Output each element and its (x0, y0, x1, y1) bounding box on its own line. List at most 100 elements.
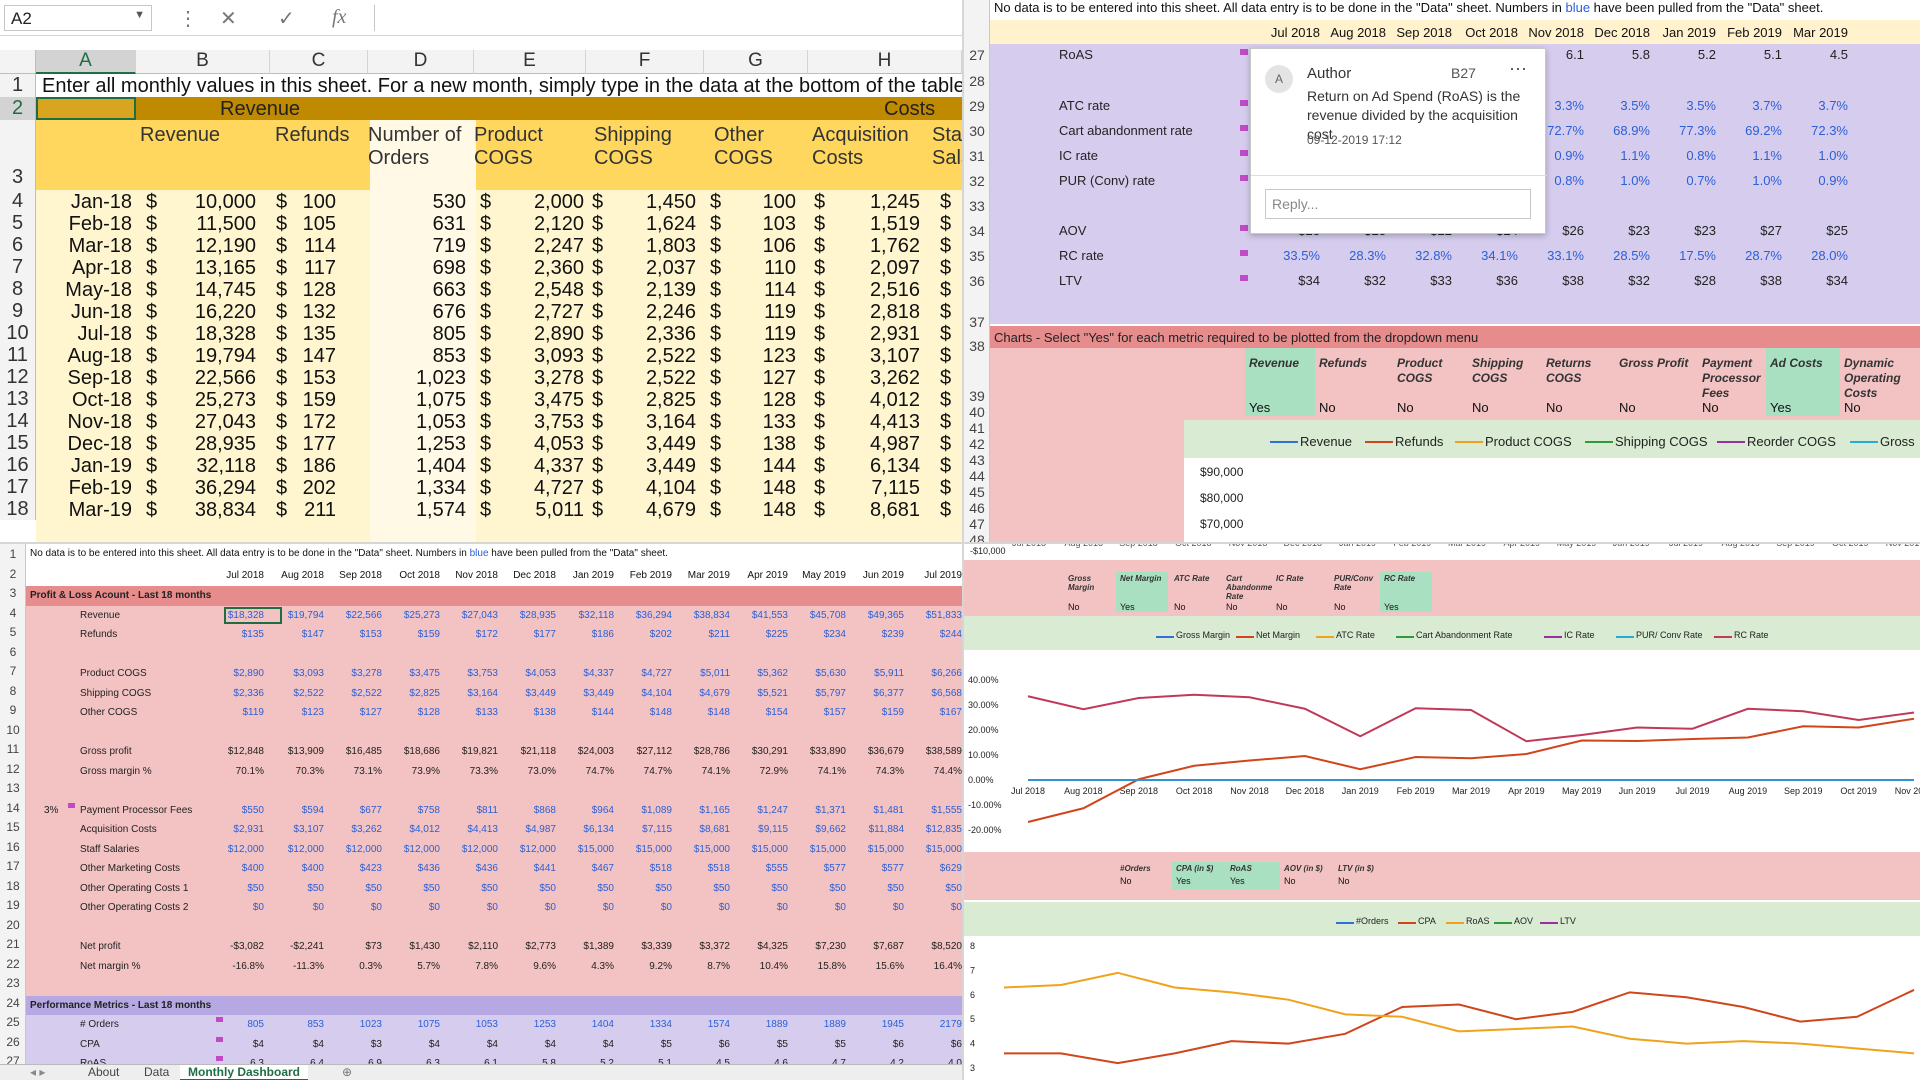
row-header-10[interactable]: 10 (0, 322, 36, 344)
cell-ord[interactable]: 631 (432, 213, 466, 235)
pct-input[interactable]: 3% (44, 804, 59, 816)
row-header-2[interactable]: 2 (9, 566, 17, 581)
row-header-17[interactable]: 17 (6, 859, 20, 873)
cell-oc[interactable]: 148 (762, 477, 796, 499)
cell-ac[interactable]: 4,987 (869, 433, 920, 455)
cell-ord[interactable]: 805 (432, 323, 466, 345)
cell-pc[interactable]: 3,475 (533, 389, 584, 411)
comment-marker-icon[interactable] (216, 1017, 223, 1022)
cell-ord[interactable]: 1,574 (415, 499, 466, 521)
row-header-46[interactable]: 46 (969, 500, 985, 516)
row-header-14[interactable]: 14 (0, 410, 36, 432)
selector-dropdown[interactable]: No (1068, 602, 1080, 612)
cell-ref[interactable]: 128 (302, 279, 336, 301)
function-icon[interactable]: fx (332, 6, 347, 28)
row-header-30[interactable]: 30 (969, 123, 985, 139)
row-header-35[interactable]: 35 (969, 248, 985, 264)
row-header-13[interactable]: 13 (6, 781, 20, 795)
row-header-48[interactable]: 48 (969, 532, 985, 542)
cell-rev[interactable]: 11,500 (196, 213, 256, 235)
selector-dropdown[interactable]: Yes (1384, 602, 1399, 612)
cell-sc[interactable]: 1,450 (645, 191, 696, 213)
cell-pc[interactable]: 2,120 (533, 213, 584, 235)
cell-sc[interactable]: 3,449 (645, 455, 696, 477)
cell-sc[interactable]: 3,449 (645, 433, 696, 455)
cell-rev[interactable]: 16,220 (194, 301, 256, 323)
col-header-g[interactable]: G (704, 50, 808, 74)
cell-rev[interactable]: 36,294 (194, 477, 256, 499)
selector-dropdown[interactable]: No (1472, 400, 1489, 415)
row-header-43[interactable]: 43 (969, 452, 985, 468)
chevron-down-icon[interactable]: ▼ (134, 9, 145, 21)
selector-dropdown[interactable]: No (1276, 602, 1288, 612)
comment-marker-icon[interactable] (1240, 275, 1248, 281)
row-header-26[interactable]: 26 (6, 1034, 20, 1049)
cell-oc[interactable]: 119 (764, 323, 796, 345)
row-header-31[interactable]: 31 (969, 148, 985, 164)
row-header-15[interactable]: 15 (0, 432, 36, 454)
cell-sc[interactable]: 4,679 (645, 499, 696, 521)
cell-sc[interactable]: 3,164 (645, 411, 696, 433)
cell-oc[interactable]: 127 (762, 367, 796, 389)
row-header-17[interactable]: 17 (0, 476, 36, 498)
cell-ac[interactable]: 2,931 (869, 323, 920, 345)
cell-pc[interactable]: 3,093 (533, 345, 584, 367)
row-header-4[interactable]: 4 (0, 190, 36, 212)
comment-marker-icon[interactable] (1240, 225, 1248, 231)
cell-pc[interactable]: 5,011 (535, 499, 584, 521)
cell-ac[interactable]: 6,134 (869, 455, 920, 477)
cell-sc[interactable]: 4,104 (645, 477, 696, 499)
cell-pc[interactable]: 4,053 (533, 433, 584, 455)
cell-ref[interactable]: 135 (302, 323, 336, 345)
cell-ord[interactable]: 1,023 (415, 367, 466, 389)
cell-ref[interactable]: 211 (304, 499, 336, 521)
cell-rev[interactable]: 28,935 (194, 433, 256, 455)
cell-oc[interactable]: 106 (762, 235, 796, 257)
cell-ord[interactable]: 530 (432, 191, 466, 213)
row-header-37[interactable]: 37 (969, 314, 985, 330)
cell-pc[interactable]: 4,337 (533, 455, 584, 477)
selected-cell[interactable] (224, 606, 282, 624)
cell-ord[interactable]: 1,075 (415, 389, 466, 411)
cell-sc[interactable]: 1,624 (645, 213, 696, 235)
row-header-15[interactable]: 15 (6, 820, 20, 834)
row-header-27[interactable]: 27 (969, 47, 985, 63)
cell-ref[interactable]: 159 (302, 389, 336, 411)
cell-ord[interactable]: 719 (432, 235, 466, 257)
row-header-10[interactable]: 10 (6, 722, 20, 737)
cell-sc[interactable]: 2,037 (645, 257, 696, 279)
selector-dropdown[interactable]: No (1702, 400, 1719, 415)
row-header-40[interactable]: 40 (969, 404, 985, 420)
reply-input[interactable]: Reply... (1265, 189, 1531, 219)
row-header-24[interactable]: 24 (6, 995, 20, 1010)
cell-oc[interactable]: 144 (762, 455, 796, 477)
row-header-12[interactable]: 12 (0, 366, 36, 388)
comment-marker-icon[interactable] (1240, 250, 1248, 256)
row-header-18[interactable]: 18 (0, 498, 36, 520)
col-header-d[interactable]: D (368, 50, 474, 74)
cell-ref[interactable]: 117 (304, 257, 336, 279)
cell-ord[interactable]: 663 (432, 279, 466, 301)
selector-dropdown[interactable]: Yes (1230, 876, 1245, 886)
row-header-29[interactable]: 29 (969, 98, 985, 114)
cell-pc[interactable]: 2,890 (533, 323, 584, 345)
col-header-e[interactable]: E (474, 50, 586, 74)
row-header-5[interactable]: 5 (0, 212, 36, 234)
cell-ac[interactable]: 4,413 (869, 411, 920, 433)
cell-rev[interactable]: 10,000 (194, 191, 256, 213)
cell-ac[interactable]: 1,519 (869, 213, 920, 235)
cell-ac[interactable]: 3,262 (869, 367, 920, 389)
cell-ac[interactable]: 7,115 (871, 477, 920, 499)
row-header-3[interactable]: 3 (0, 120, 36, 190)
comment-marker-icon[interactable] (68, 802, 75, 808)
row-header-19[interactable]: 19 (6, 898, 20, 912)
col-header-c[interactable]: C (270, 50, 368, 74)
formula-input[interactable] (374, 5, 962, 31)
cell-ord[interactable]: 1,404 (415, 455, 466, 477)
cell-ord[interactable]: 1,253 (415, 433, 466, 455)
cell-pc[interactable]: 2,360 (533, 257, 584, 279)
cell-ac[interactable]: 2,097 (869, 257, 920, 279)
selector-dropdown[interactable]: No (1338, 876, 1350, 886)
cell-oc[interactable]: 148 (762, 499, 796, 521)
row-header-5[interactable]: 5 (9, 625, 17, 639)
